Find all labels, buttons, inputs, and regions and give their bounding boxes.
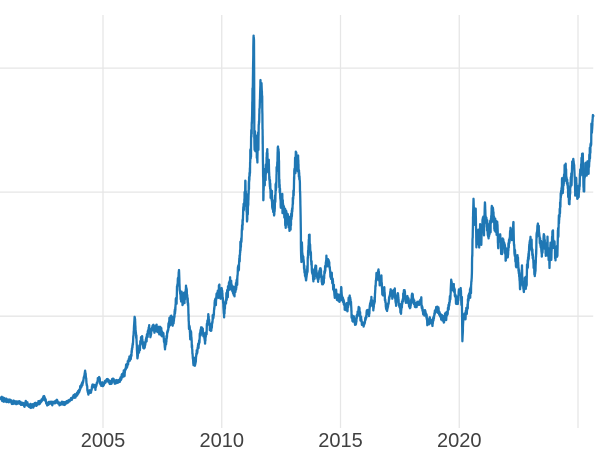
svg-text:2010: 2010 [200,430,245,450]
svg-text:2015: 2015 [318,430,363,450]
svg-text:2020: 2020 [437,430,482,450]
svg-text:2005: 2005 [81,430,126,450]
